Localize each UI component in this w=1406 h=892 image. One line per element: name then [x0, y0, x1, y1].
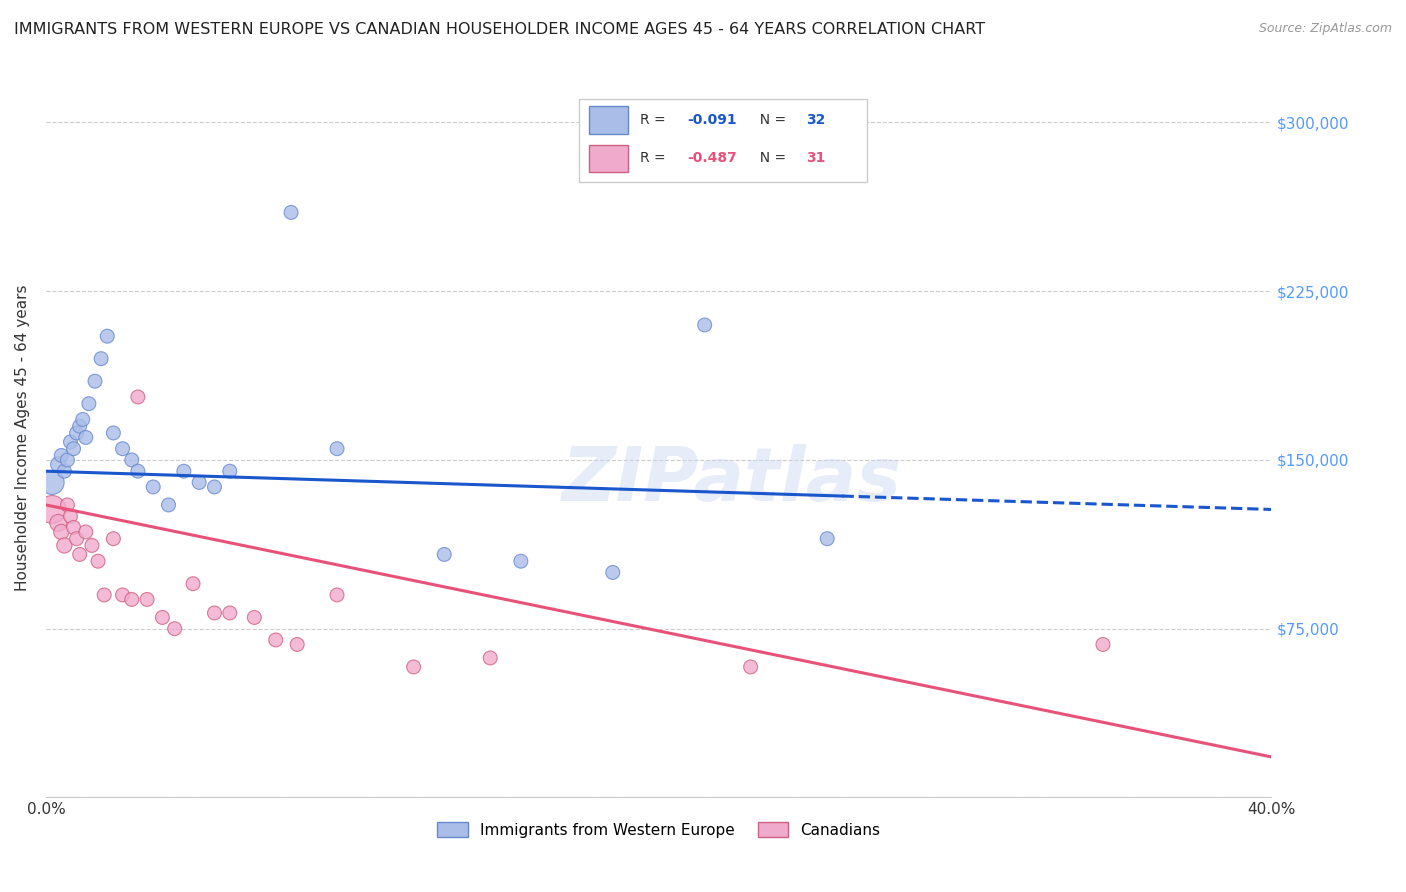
Point: [111, 442, 134, 456]
Point: [80, 538, 103, 552]
Point: [65, 425, 87, 440]
Text: Source: ZipAtlas.com: Source: ZipAtlas.com: [1258, 22, 1392, 36]
Point: [65, 532, 87, 546]
Point: [59, 509, 82, 524]
Point: [56, 453, 79, 467]
Point: [402, 660, 425, 674]
Point: [204, 480, 226, 494]
Point: [509, 554, 531, 568]
Point: [77, 397, 100, 411]
Y-axis label: Householder Income Ages 45 - 64 years: Householder Income Ages 45 - 64 years: [15, 285, 30, 591]
Point: [46, 516, 69, 530]
Text: 32: 32: [806, 113, 825, 128]
Point: [69, 419, 91, 434]
Bar: [589, 145, 628, 172]
Point: [433, 548, 456, 562]
Point: [62, 442, 84, 456]
Point: [243, 610, 266, 624]
Point: [75, 524, 97, 539]
Point: [75, 430, 97, 444]
Point: [90, 351, 112, 366]
Text: R =: R =: [640, 113, 671, 128]
Point: [163, 622, 186, 636]
Bar: [589, 106, 628, 134]
Point: [121, 453, 143, 467]
Point: [280, 205, 302, 219]
Point: [121, 592, 143, 607]
Text: ZIPatlas: ZIPatlas: [562, 444, 903, 517]
Point: [111, 588, 134, 602]
Point: [815, 532, 838, 546]
Point: [41, 502, 63, 516]
Point: [41, 475, 63, 490]
Point: [56, 498, 79, 512]
Point: [96, 329, 118, 343]
Point: [103, 532, 125, 546]
Point: [218, 464, 240, 478]
Point: [152, 610, 174, 624]
Point: [72, 412, 94, 426]
Text: -0.487: -0.487: [688, 152, 737, 165]
Point: [51, 524, 73, 539]
Point: [479, 651, 502, 665]
Point: [602, 566, 624, 580]
Point: [103, 425, 125, 440]
Point: [59, 434, 82, 449]
Point: [1091, 637, 1114, 651]
Point: [142, 480, 165, 494]
Point: [204, 606, 226, 620]
FancyBboxPatch shape: [579, 99, 868, 182]
Point: [136, 592, 159, 607]
Point: [93, 588, 115, 602]
Text: N =: N =: [751, 113, 790, 128]
Point: [127, 390, 149, 404]
Point: [87, 554, 110, 568]
Point: [53, 538, 76, 552]
Point: [127, 464, 149, 478]
Text: IMMIGRANTS FROM WESTERN EUROPE VS CANADIAN HOUSEHOLDER INCOME AGES 45 - 64 YEARS: IMMIGRANTS FROM WESTERN EUROPE VS CANADI…: [14, 22, 986, 37]
Point: [285, 637, 308, 651]
Point: [46, 458, 69, 472]
Point: [62, 520, 84, 534]
Point: [84, 374, 107, 388]
Point: [51, 449, 73, 463]
Point: [157, 498, 180, 512]
Point: [693, 318, 716, 332]
Point: [69, 548, 91, 562]
Point: [326, 588, 349, 602]
Point: [188, 475, 211, 490]
Point: [264, 632, 287, 647]
Legend: Immigrants from Western Europe, Canadians: Immigrants from Western Europe, Canadian…: [432, 815, 886, 844]
Point: [181, 576, 204, 591]
Point: [173, 464, 195, 478]
Text: R =: R =: [640, 152, 671, 165]
Point: [218, 606, 240, 620]
Text: -0.091: -0.091: [688, 113, 737, 128]
Point: [326, 442, 349, 456]
Text: 31: 31: [806, 152, 825, 165]
Point: [740, 660, 762, 674]
Point: [53, 464, 76, 478]
Text: N =: N =: [751, 152, 790, 165]
